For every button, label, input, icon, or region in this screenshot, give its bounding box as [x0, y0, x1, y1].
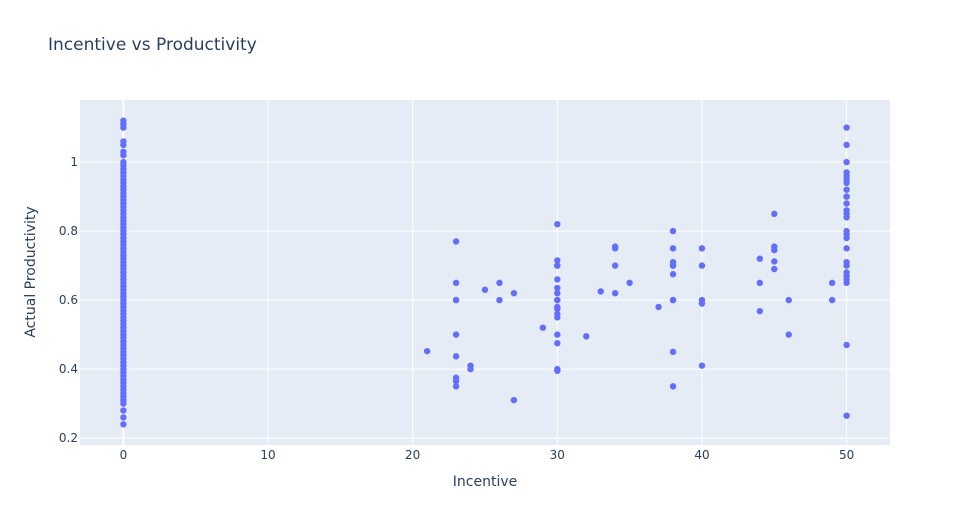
data-point[interactable]: [554, 257, 561, 264]
data-point[interactable]: [452, 353, 460, 360]
data-point[interactable]: [785, 331, 792, 338]
y-tick-label: 0.4: [59, 362, 78, 376]
data-point[interactable]: [452, 331, 460, 338]
y-tick-label: 0.8: [59, 224, 78, 238]
data-point[interactable]: [510, 396, 518, 404]
data-point[interactable]: [843, 186, 850, 193]
data-point[interactable]: [843, 200, 850, 207]
y-tick-label: 0.6: [59, 293, 78, 307]
data-point[interactable]: [539, 324, 547, 331]
data-point[interactable]: [843, 193, 850, 200]
plot-background: [80, 100, 890, 445]
data-point[interactable]: [554, 284, 561, 292]
data-point[interactable]: [120, 414, 127, 421]
data-point[interactable]: [481, 286, 489, 293]
data-point[interactable]: [843, 341, 850, 349]
chart-title: Incentive vs Productivity: [48, 35, 257, 55]
data-point[interactable]: [698, 245, 706, 252]
data-point[interactable]: [467, 365, 474, 373]
data-point[interactable]: [771, 210, 778, 218]
data-point[interactable]: [554, 276, 561, 283]
data-point[interactable]: [554, 221, 561, 228]
data-point[interactable]: [120, 400, 127, 407]
data-point[interactable]: [698, 262, 706, 269]
data-point[interactable]: [611, 262, 619, 269]
data-point[interactable]: [611, 245, 619, 252]
data-point[interactable]: [554, 296, 561, 304]
x-axis-title: Incentive: [453, 474, 517, 490]
data-point[interactable]: [452, 383, 460, 390]
y-tick-label: 0.2: [59, 431, 78, 445]
data-point[interactable]: [698, 300, 706, 307]
data-point[interactable]: [843, 124, 850, 131]
x-tick-label: 50: [839, 448, 854, 462]
data-point[interactable]: [843, 245, 850, 252]
data-point[interactable]: [510, 290, 518, 297]
data-point[interactable]: [756, 255, 764, 262]
y-axis-title: Actual Productivity: [23, 206, 39, 337]
data-point[interactable]: [120, 152, 127, 159]
data-point[interactable]: [669, 245, 677, 252]
data-point[interactable]: [843, 412, 850, 419]
data-point[interactable]: [771, 258, 778, 265]
data-point[interactable]: [597, 288, 604, 295]
data-point[interactable]: [843, 279, 850, 287]
data-point[interactable]: [554, 314, 561, 321]
data-point[interactable]: [554, 303, 561, 311]
data-point[interactable]: [452, 296, 460, 304]
data-point[interactable]: [843, 141, 850, 149]
plot-area: [80, 100, 890, 445]
data-point[interactable]: [669, 227, 677, 235]
x-axis-ticks: 0 10 20 30 40 50: [120, 448, 855, 462]
data-point[interactable]: [120, 141, 127, 149]
data-point[interactable]: [452, 377, 460, 385]
data-point[interactable]: [554, 262, 561, 269]
x-tick-label: 40: [694, 448, 709, 462]
data-point[interactable]: [843, 158, 850, 166]
data-point[interactable]: [771, 246, 778, 254]
data-point[interactable]: [120, 421, 127, 428]
data-point[interactable]: [120, 407, 127, 414]
data-point[interactable]: [496, 296, 503, 304]
data-point[interactable]: [756, 279, 764, 287]
data-point[interactable]: [583, 333, 590, 340]
data-point[interactable]: [669, 296, 677, 304]
data-point[interactable]: [554, 331, 561, 338]
data-point[interactable]: [669, 262, 677, 269]
data-point[interactable]: [785, 296, 792, 304]
data-point[interactable]: [698, 362, 706, 369]
y-axis-ticks: 0.2 0.4 0.6 0.8 1: [59, 155, 78, 445]
data-point[interactable]: [771, 265, 778, 273]
data-point[interactable]: [843, 262, 850, 269]
data-point[interactable]: [452, 238, 460, 245]
x-tick-label: 20: [405, 448, 420, 462]
data-point[interactable]: [554, 340, 561, 347]
data-point[interactable]: [843, 214, 850, 221]
data-point[interactable]: [669, 348, 677, 356]
data-point[interactable]: [554, 367, 561, 375]
data-point[interactable]: [828, 279, 836, 287]
data-point[interactable]: [843, 234, 850, 242]
data-point[interactable]: [756, 307, 764, 315]
y-tick-label: 1: [70, 155, 78, 169]
data-point[interactable]: [669, 383, 677, 390]
data-point[interactable]: [669, 271, 677, 278]
data-point[interactable]: [452, 279, 460, 287]
data-point[interactable]: [496, 279, 503, 287]
data-point[interactable]: [120, 124, 127, 131]
x-tick-label: 0: [120, 448, 128, 462]
data-point[interactable]: [828, 296, 836, 304]
data-point[interactable]: [423, 347, 431, 355]
data-point[interactable]: [626, 279, 633, 287]
x-tick-label: 10: [260, 448, 275, 462]
data-point[interactable]: [554, 290, 561, 297]
data-point[interactable]: [611, 290, 619, 297]
x-tick-label: 30: [550, 448, 565, 462]
data-points: [120, 117, 850, 428]
data-point[interactable]: [843, 179, 850, 186]
data-point[interactable]: [655, 303, 662, 311]
